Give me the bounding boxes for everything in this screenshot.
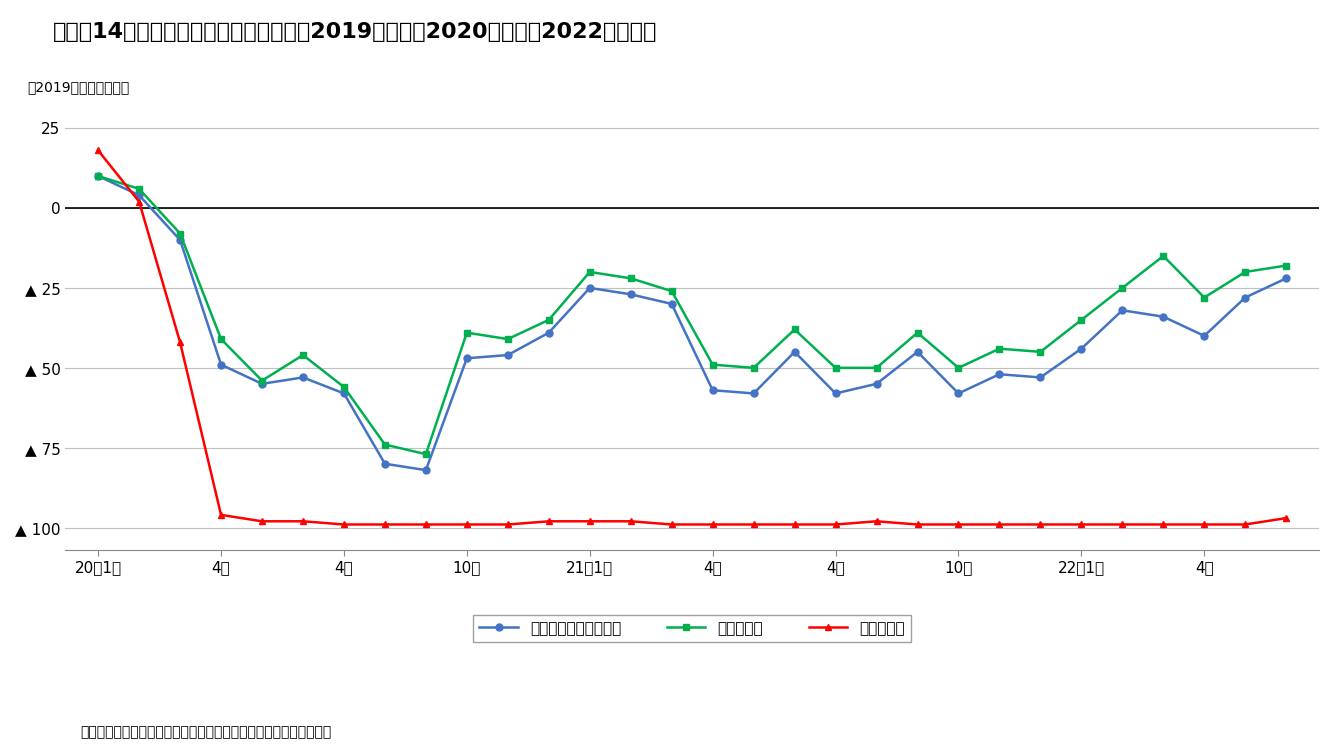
- 延べ宿泊者数（全体）: [1237, 293, 1253, 302]
- うち日本人: [1033, 347, 1049, 356]
- うち日本人: [664, 286, 680, 296]
- うち外国人: [131, 197, 147, 206]
- 延べ宿泊者数（全体）: [1074, 344, 1090, 353]
- うち外国人: [459, 520, 475, 529]
- 延べ宿泊者数（全体）: [991, 370, 1007, 379]
- Text: （2019年同月比、％）: （2019年同月比、％）: [28, 80, 129, 94]
- うち日本人: [131, 184, 147, 194]
- うち外国人: [787, 520, 803, 529]
- 延べ宿泊者数（全体）: [336, 389, 352, 398]
- うち日本人: [1278, 261, 1294, 270]
- うち日本人: [540, 316, 556, 325]
- Text: （出所）「宿泊旅行統計調査」をもとにニッセイ基礎研究所が作成: （出所）「宿泊旅行統計調査」をもとにニッセイ基礎研究所が作成: [80, 724, 331, 739]
- うち外国人: [1074, 520, 1090, 529]
- うち外国人: [1237, 520, 1253, 529]
- うち外国人: [1278, 514, 1294, 523]
- 延べ宿泊者数（全体）: [253, 380, 269, 388]
- うち外国人: [582, 517, 598, 526]
- うち外国人: [336, 520, 352, 529]
- うち外国人: [910, 520, 926, 529]
- 延べ宿泊者数（全体）: [623, 290, 639, 298]
- うち日本人: [418, 450, 434, 459]
- うち外国人: [1197, 520, 1213, 529]
- うち日本人: [623, 274, 639, 283]
- うち日本人: [500, 334, 516, 344]
- うち日本人: [172, 229, 188, 238]
- うち外国人: [827, 520, 843, 529]
- 延べ宿泊者数（全体）: [582, 284, 598, 292]
- うち外国人: [378, 520, 394, 529]
- うち日本人: [991, 344, 1007, 353]
- うち外国人: [991, 520, 1007, 529]
- 延べ宿泊者数（全体）: [378, 459, 394, 468]
- うち外国人: [500, 520, 516, 529]
- 延べ宿泊者数（全体）: [910, 347, 926, 356]
- Line: うち日本人: うち日本人: [95, 172, 1290, 458]
- 延べ宿泊者数（全体）: [213, 360, 229, 369]
- 延べ宿泊者数（全体）: [540, 328, 556, 338]
- 延べ宿泊者数（全体）: [91, 172, 107, 181]
- うち外国人: [746, 520, 762, 529]
- うち日本人: [336, 382, 352, 392]
- うち日本人: [910, 328, 926, 338]
- うち日本人: [787, 325, 803, 334]
- うち外国人: [172, 338, 188, 346]
- Line: うち外国人: うち外国人: [95, 147, 1290, 528]
- 延べ宿泊者数（全体）: [664, 299, 680, 308]
- 延べ宿泊者数（全体）: [131, 190, 147, 200]
- うち日本人: [213, 334, 229, 344]
- 延べ宿泊者数（全体）: [1114, 306, 1130, 315]
- 延べ宿泊者数（全体）: [950, 389, 966, 398]
- うち日本人: [378, 440, 394, 449]
- 延べ宿泊者数（全体）: [1033, 373, 1049, 382]
- 延べ宿泊者数（全体）: [418, 466, 434, 475]
- うち日本人: [1197, 293, 1213, 302]
- うち外国人: [253, 517, 269, 526]
- 延べ宿泊者数（全体）: [704, 386, 720, 394]
- うち日本人: [295, 350, 311, 359]
- 延べ宿泊者数（全体）: [500, 350, 516, 359]
- うち外国人: [418, 520, 434, 529]
- 延べ宿泊者数（全体）: [827, 389, 843, 398]
- 延べ宿泊者数（全体）: [172, 236, 188, 244]
- うち日本人: [1155, 251, 1171, 260]
- うち日本人: [91, 172, 107, 181]
- うち日本人: [827, 363, 843, 372]
- うち外国人: [623, 517, 639, 526]
- うち外国人: [950, 520, 966, 529]
- うち外国人: [704, 520, 720, 529]
- うち外国人: [1114, 520, 1130, 529]
- うち外国人: [213, 511, 229, 520]
- うち日本人: [1114, 284, 1130, 292]
- 延べ宿泊者数（全体）: [1197, 332, 1213, 340]
- うち外国人: [295, 517, 311, 526]
- うち日本人: [868, 363, 884, 372]
- うち日本人: [746, 363, 762, 372]
- うち日本人: [950, 363, 966, 372]
- 延べ宿泊者数（全体）: [787, 347, 803, 356]
- 延べ宿泊者数（全体）: [1155, 312, 1171, 321]
- うち外国人: [868, 517, 884, 526]
- うち外国人: [1155, 520, 1171, 529]
- Legend: 延べ宿泊者数（全体）, うち日本人, うち外国人: 延べ宿泊者数（全体）, うち日本人, うち外国人: [474, 615, 911, 642]
- 延べ宿泊者数（全体）: [459, 354, 475, 363]
- うち外国人: [664, 520, 680, 529]
- 延べ宿泊者数（全体）: [746, 389, 762, 398]
- うち外国人: [1033, 520, 1049, 529]
- うち外国人: [540, 517, 556, 526]
- うち日本人: [1237, 268, 1253, 277]
- 延べ宿泊者数（全体）: [868, 380, 884, 388]
- Line: 延べ宿泊者数（全体）: 延べ宿泊者数（全体）: [95, 172, 1290, 473]
- うち日本人: [253, 376, 269, 386]
- うち日本人: [582, 268, 598, 277]
- 延べ宿泊者数（全体）: [295, 373, 311, 382]
- うち日本人: [1074, 316, 1090, 325]
- うち日本人: [704, 360, 720, 369]
- Text: 図表－14　延べ宿泊者数の推移（月次、2019年対比、2020年１月～2022年６月）: 図表－14 延べ宿泊者数の推移（月次、2019年対比、2020年１月～2022年…: [53, 22, 658, 43]
- うち外国人: [91, 146, 107, 155]
- うち日本人: [459, 328, 475, 338]
- 延べ宿泊者数（全体）: [1278, 274, 1294, 283]
